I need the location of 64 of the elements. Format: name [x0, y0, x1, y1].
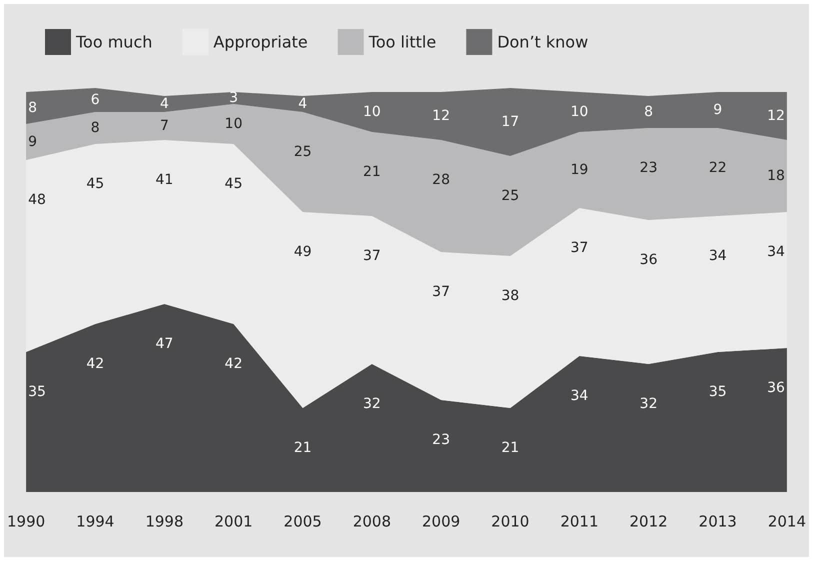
data-label: 37	[363, 248, 381, 264]
data-label: 47	[156, 336, 174, 352]
data-label: 8	[28, 100, 38, 116]
data-label: 36	[640, 252, 658, 268]
data-label: 4	[160, 96, 169, 112]
data-label: 18	[767, 168, 785, 184]
x-tick-label: 2011	[560, 512, 599, 530]
data-label: 19	[570, 162, 588, 178]
x-tick-label: 2014	[768, 512, 806, 530]
data-label: 42	[224, 356, 242, 372]
legend-label: Too little	[368, 32, 436, 52]
data-label: 17	[501, 114, 520, 130]
x-tick-label: 1990	[6, 512, 46, 530]
legend-label: Appropriate	[213, 32, 308, 52]
x-tick-label: 1998	[145, 512, 184, 530]
data-label: 8	[90, 120, 100, 136]
x-tick-label: 2001	[214, 512, 253, 530]
legend-label: Don’t know	[497, 32, 588, 52]
data-label: 22	[708, 160, 727, 176]
data-label: 48	[28, 192, 46, 208]
data-label: 21	[501, 440, 520, 456]
data-label: 7	[160, 118, 169, 134]
data-label: 28	[432, 172, 450, 188]
x-tick-label: 2005	[284, 512, 322, 530]
data-label: 32	[363, 396, 381, 412]
data-label: 25	[294, 144, 312, 160]
x-tick-label: 1994	[76, 512, 114, 530]
data-label: 41	[156, 172, 174, 188]
data-label: 10	[363, 104, 381, 120]
data-label: 49	[294, 244, 312, 260]
data-label: 35	[708, 384, 727, 400]
data-label: 9	[28, 134, 38, 150]
x-tick-label: 2010	[491, 512, 530, 530]
x-tick-label: 2008	[352, 512, 392, 530]
data-label: 37	[570, 240, 588, 256]
data-label: 36	[767, 380, 785, 396]
x-tick-label: 2013	[698, 512, 737, 530]
data-label: 32	[640, 396, 658, 412]
data-label: 9	[713, 102, 722, 118]
data-label: 42	[86, 356, 104, 372]
data-label: 45	[224, 176, 242, 192]
data-label: 23	[640, 160, 658, 176]
data-label: 21	[363, 164, 381, 180]
data-label: 23	[432, 432, 450, 448]
data-label: 25	[501, 188, 520, 204]
data-label: 12	[432, 108, 450, 124]
x-tick-label: 2009	[422, 512, 460, 530]
legend-label: Too much	[75, 32, 152, 52]
data-label: 35	[28, 384, 46, 400]
data-label: 34	[708, 248, 727, 264]
data-label: 38	[501, 288, 520, 304]
data-label: 34	[570, 388, 588, 404]
data-label: 10	[570, 104, 588, 120]
data-label: 6	[90, 92, 100, 108]
data-label: 4	[298, 96, 308, 112]
data-label: 34	[767, 244, 785, 260]
data-label: 12	[767, 108, 785, 124]
data-label: 21	[294, 440, 312, 456]
x-tick-label: 2012	[629, 512, 668, 530]
data-label: 3	[229, 90, 238, 106]
data-label: 8	[644, 104, 654, 120]
data-label: 37	[432, 284, 450, 300]
data-label: 45	[86, 176, 104, 192]
data-label: 10	[224, 116, 242, 132]
